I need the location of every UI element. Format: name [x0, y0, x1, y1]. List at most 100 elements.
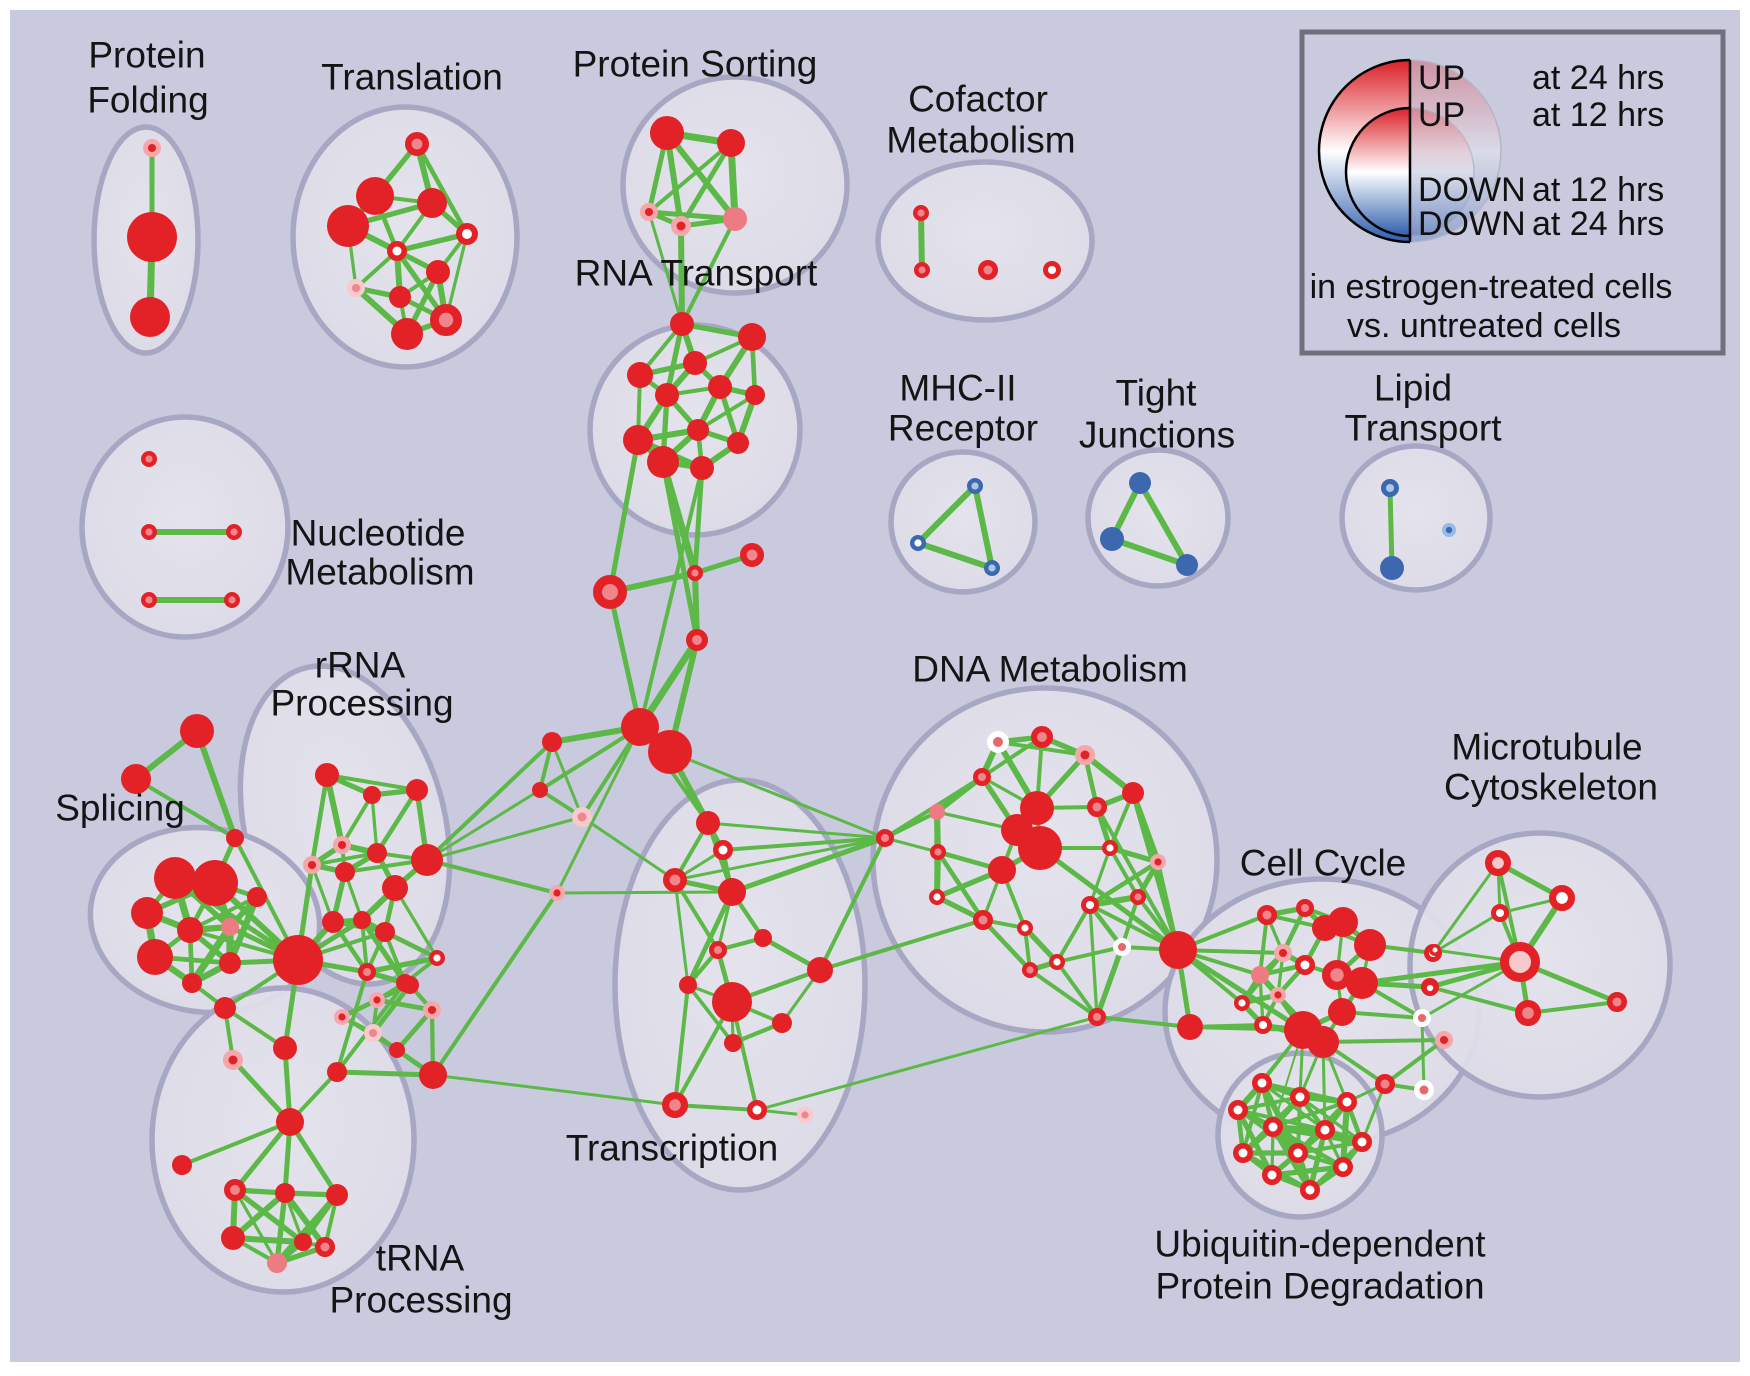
cluster-label-trna-processing-line2: Processing — [329, 1280, 512, 1321]
network-node-11 — [389, 286, 411, 308]
network-edge — [1428, 985, 1530, 1015]
network-node-171 — [1288, 1143, 1308, 1163]
network-edge — [425, 815, 584, 862]
network-edge — [1137, 480, 1190, 568]
network-edge-overlap-zone — [370, 982, 413, 1036]
network-node-16 — [639, 203, 658, 222]
network-node-35 — [687, 565, 704, 582]
network-node-50 — [367, 843, 387, 863]
network-node-104 — [662, 1091, 689, 1118]
cluster-label-trna-processing-line1: tRNA — [376, 1238, 465, 1279]
network-node-176 — [910, 535, 927, 552]
cluster-label-cofactor-metabolism-line2: Metabolism — [886, 120, 1075, 161]
network-node-187 — [140, 592, 157, 609]
network-edge — [638, 466, 704, 729]
network-node-33 — [647, 446, 679, 478]
network-node-28 — [745, 385, 765, 405]
network-edge — [721, 836, 887, 852]
network-node-48 — [303, 855, 322, 874]
network-node-139 — [1295, 955, 1315, 975]
legend-row-4-time: at 24 hrs — [1532, 205, 1664, 243]
network-edge-transcription — [686, 983, 735, 1045]
network-nodes-layer — [121, 116, 1627, 1273]
network-edge-translation — [414, 141, 470, 237]
network-node-37 — [593, 575, 627, 609]
network-edge — [230, 1057, 293, 1125]
network-node-127 — [1048, 954, 1065, 971]
legend-row-1-direction: UP — [1418, 59, 1465, 97]
network-node-84 — [267, 1253, 287, 1273]
network-edge-dna-metabolism — [1094, 944, 1125, 1020]
network-node-181 — [1380, 479, 1399, 498]
cluster-label-microtubule-cytoskeleton-line1: Microtubule — [1451, 727, 1642, 768]
network-node-153 — [1375, 1074, 1395, 1094]
cluster-ellipse-trna-processing — [149, 985, 417, 1295]
network-edge — [883, 836, 940, 854]
network-node-105 — [747, 1100, 767, 1120]
network-node-27 — [708, 375, 732, 399]
network-node-137 — [1354, 929, 1386, 961]
network-node-121 — [1149, 854, 1166, 871]
network-node-188 — [223, 592, 240, 609]
network-edge-dna-metabolism — [1028, 968, 1099, 1019]
cluster-label-transcription: Transcription — [566, 1128, 778, 1169]
network-node-54 — [353, 911, 371, 929]
network-node-175 — [967, 478, 984, 495]
network-node-91 — [389, 1042, 405, 1058]
cluster-label-rrna-processing-line2: Processing — [270, 683, 453, 724]
network-node-64 — [177, 917, 203, 943]
network-edge — [194, 728, 238, 841]
network-node-112 — [929, 804, 945, 820]
network-node-94 — [713, 840, 733, 860]
network-node-75 — [273, 1036, 297, 1060]
cluster-label-tight-junctions-line1: Tight — [1116, 373, 1198, 414]
network-node-146 — [1328, 998, 1356, 1026]
network-edge — [1175, 947, 1306, 1033]
network-node-99 — [679, 976, 697, 994]
network-node-74 — [223, 1050, 243, 1070]
network-edge — [1109, 536, 1190, 568]
network-edge — [180, 1120, 292, 1167]
network-edge — [647, 210, 684, 326]
network-node-158 — [1429, 944, 1441, 956]
network-node-122 — [1129, 889, 1146, 906]
network-node-131 — [1159, 931, 1197, 969]
network-node-159 — [1500, 942, 1540, 982]
network-node-49 — [335, 862, 355, 882]
network-edge-dna-metabolism — [1088, 846, 1112, 907]
network-node-24 — [738, 323, 766, 351]
network-node-130 — [1087, 1007, 1106, 1026]
network-node-145 — [1253, 1015, 1272, 1034]
network-node-17 — [671, 216, 691, 236]
network-edge — [334, 1069, 436, 1078]
cluster-label-dna-metabolism: DNA Metabolism — [912, 649, 1188, 690]
cluster-label-cell-cycle: Cell Cycle — [1240, 843, 1407, 884]
network-edge — [1387, 485, 1395, 571]
network-node-180 — [1176, 554, 1198, 576]
network-node-152 — [1434, 1030, 1453, 1049]
network-node-56 — [429, 950, 446, 967]
network-edge — [425, 788, 542, 862]
network-node-87 — [401, 976, 419, 994]
network-node-30 — [687, 419, 709, 441]
legend-caption-line1: in estrogen-treated cells — [1310, 268, 1673, 306]
network-node-41 — [542, 732, 562, 752]
network-node-53 — [322, 911, 344, 933]
network-edge — [818, 918, 985, 972]
network-edge — [673, 983, 690, 1107]
network-node-113 — [1122, 782, 1144, 804]
network-node-123 — [929, 889, 946, 906]
network-node-142 — [1346, 967, 1378, 999]
network-edge — [647, 141, 733, 214]
network-node-101 — [712, 982, 752, 1022]
network-edge — [692, 465, 705, 576]
network-node-166 — [1228, 1100, 1248, 1120]
network-node-132 — [1177, 1014, 1203, 1040]
network-edge — [755, 1015, 1099, 1112]
legend-row-1-time: at 24 hrs — [1532, 59, 1664, 97]
network-node-2 — [130, 297, 170, 337]
legend-inner-ring-12hr — [1344, 106, 1410, 238]
network-node-165 — [1337, 1092, 1357, 1112]
network-edge-trna-hexagon — [233, 1188, 279, 1265]
network-node-9 — [426, 260, 450, 284]
